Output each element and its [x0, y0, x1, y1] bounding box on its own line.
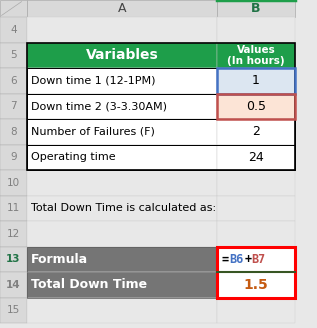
Bar	[27, 247, 217, 297]
Text: 6: 6	[10, 76, 17, 86]
Bar	[217, 43, 295, 68]
Text: Number of Failures (F): Number of Failures (F)	[31, 127, 155, 137]
Bar	[217, 247, 295, 297]
Bar	[217, 93, 295, 119]
Bar	[27, 17, 217, 43]
Bar	[27, 221, 217, 247]
Text: 11: 11	[7, 203, 20, 213]
Text: 1.5: 1.5	[243, 278, 268, 292]
Text: 0.5: 0.5	[246, 100, 266, 113]
Text: Operating time: Operating time	[31, 152, 115, 162]
Bar	[27, 0, 217, 17]
Bar	[0, 170, 27, 195]
Bar	[217, 68, 295, 93]
Text: 12: 12	[7, 229, 20, 239]
Bar	[0, 272, 27, 297]
Bar	[0, 17, 27, 43]
Bar	[217, 272, 295, 297]
Bar	[0, 195, 27, 221]
Bar	[217, 93, 295, 119]
Bar	[217, 17, 295, 43]
Bar	[0, 93, 27, 119]
Bar	[27, 247, 217, 272]
Bar	[27, 68, 217, 93]
Text: 10: 10	[7, 178, 20, 188]
Bar	[217, 68, 295, 93]
Text: 15: 15	[7, 305, 20, 315]
Text: =: =	[222, 253, 229, 266]
Bar	[27, 195, 217, 221]
Text: 14: 14	[6, 280, 21, 290]
Bar	[27, 145, 217, 170]
Bar	[0, 68, 27, 93]
Text: A: A	[118, 2, 126, 15]
Bar	[217, 0, 295, 17]
Bar	[27, 43, 295, 170]
Bar	[0, 145, 27, 170]
Bar	[0, 297, 27, 323]
Bar	[27, 93, 217, 119]
Text: 9: 9	[10, 152, 17, 162]
Text: Formula: Formula	[31, 253, 88, 266]
Bar	[217, 145, 295, 170]
Bar	[217, 297, 295, 323]
Bar	[0, 0, 27, 17]
Bar	[217, 247, 295, 272]
Text: +: +	[245, 253, 252, 266]
Text: 2: 2	[252, 125, 260, 138]
Bar	[0, 221, 27, 247]
Bar	[217, 170, 295, 195]
Text: Down time 2 (3-3.30AM): Down time 2 (3-3.30AM)	[31, 101, 167, 111]
Text: Down time 1 (12-1PM): Down time 1 (12-1PM)	[31, 76, 155, 86]
Bar	[27, 170, 217, 195]
Text: B: B	[251, 2, 261, 15]
Bar	[0, 247, 27, 272]
Bar	[27, 68, 295, 93]
Text: Variables: Variables	[86, 48, 158, 62]
Bar	[27, 43, 217, 68]
Bar	[217, 195, 295, 221]
Text: B6: B6	[229, 253, 243, 266]
Bar	[27, 272, 217, 297]
Text: 5: 5	[10, 50, 17, 60]
Text: 7: 7	[10, 101, 17, 111]
Text: 13: 13	[6, 254, 21, 264]
Bar	[27, 119, 217, 145]
Bar	[217, 119, 295, 145]
Text: Total Down Time is calculated as:: Total Down Time is calculated as:	[31, 203, 216, 213]
Text: 8: 8	[10, 127, 17, 137]
Text: Values
(In hours): Values (In hours)	[227, 45, 285, 66]
Bar	[27, 119, 295, 145]
Bar	[27, 93, 295, 119]
Bar	[217, 221, 295, 247]
Text: 4: 4	[10, 25, 17, 35]
Text: 24: 24	[248, 151, 264, 164]
Bar	[27, 145, 295, 170]
Bar	[27, 297, 217, 323]
Text: B7: B7	[251, 253, 266, 266]
Bar	[0, 119, 27, 145]
Text: Total Down Time: Total Down Time	[31, 278, 147, 291]
Text: 1: 1	[252, 74, 260, 87]
Bar	[0, 43, 27, 68]
